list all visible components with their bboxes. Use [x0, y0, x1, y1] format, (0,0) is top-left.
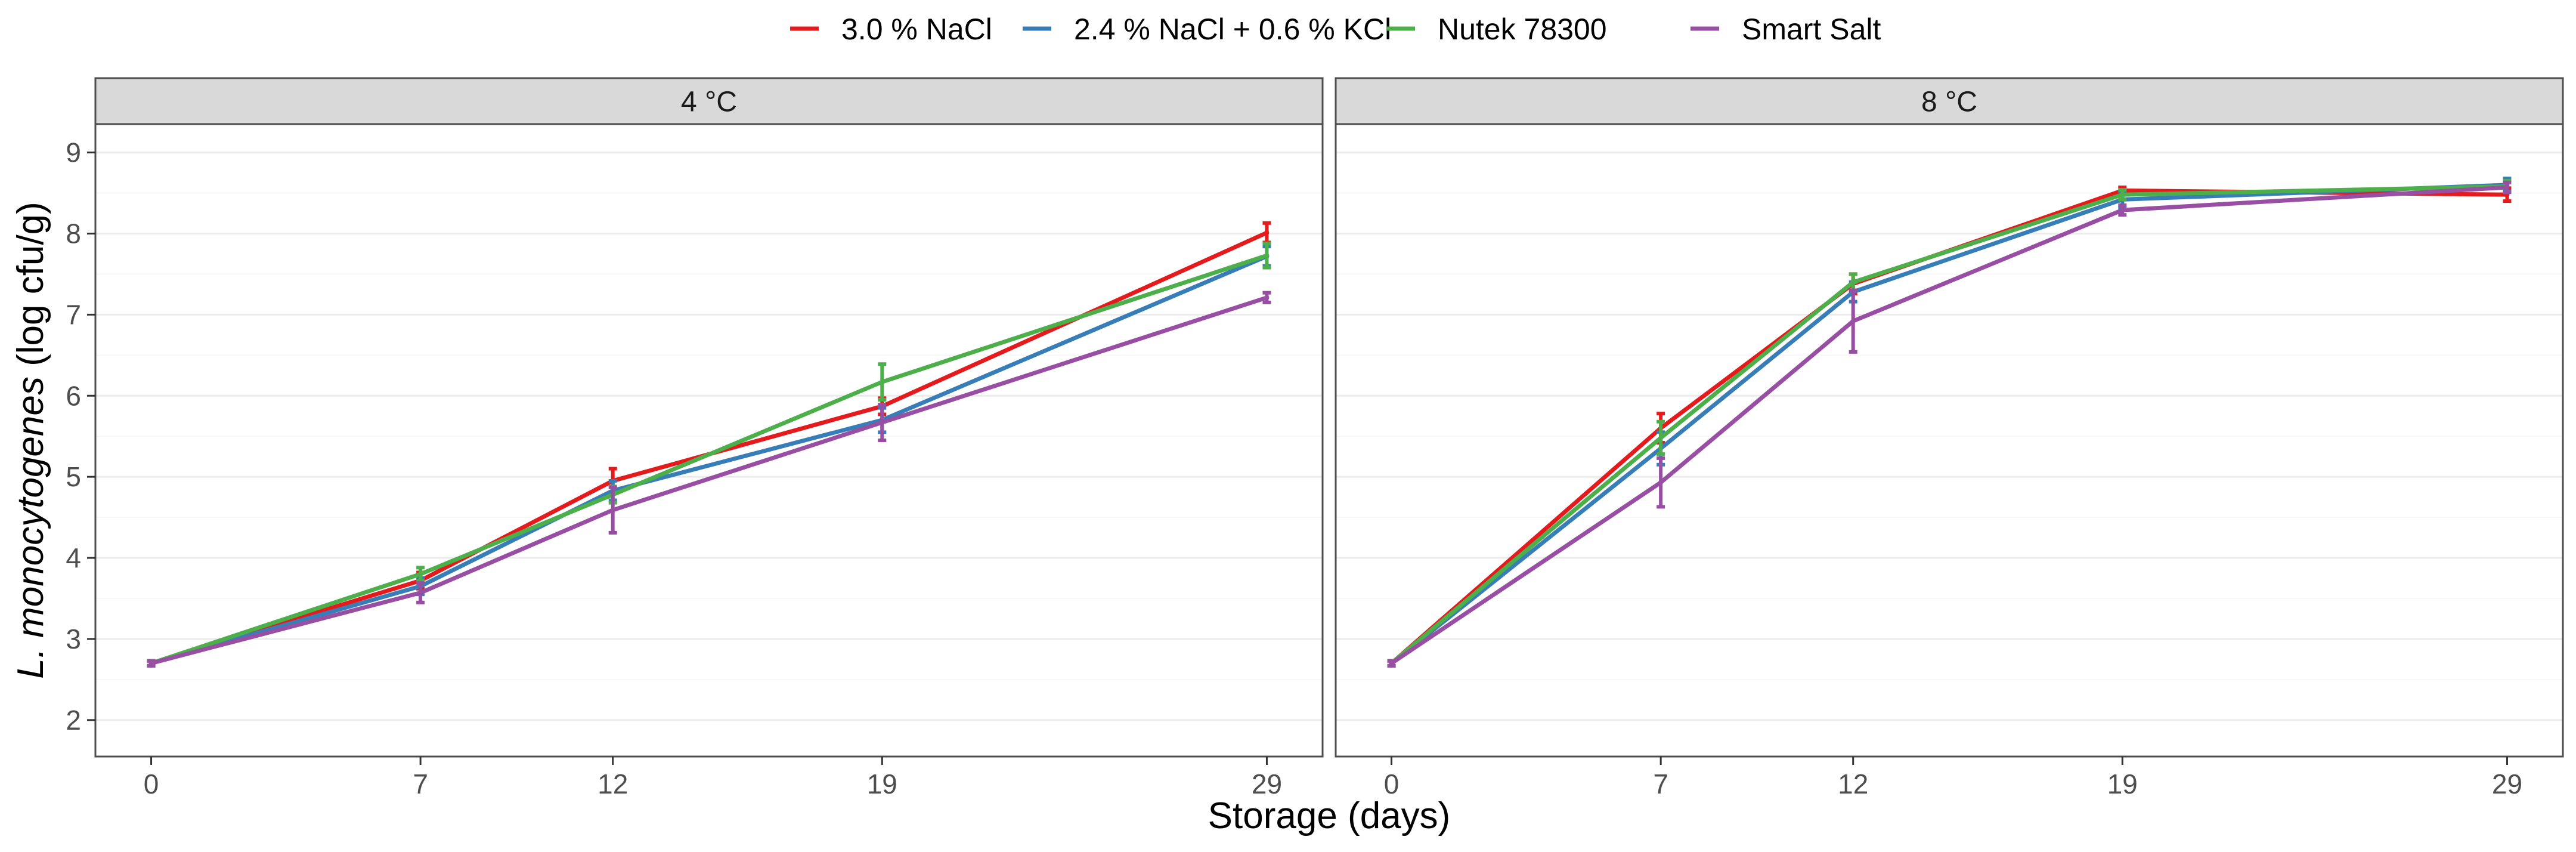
data-point: [880, 420, 885, 425]
data-point: [1850, 319, 1856, 324]
y-tick-label: 5: [66, 461, 81, 492]
legend-item: 2.4 % NaCl + 0.6 % KCl: [1023, 13, 1391, 46]
y-tick-label: 7: [66, 299, 81, 330]
data-point: [1658, 480, 1664, 485]
y-tick-label: 9: [66, 137, 81, 168]
panel-1: 4 °C 0 7 12 19 29 2 3 4 5 6 7 8 9: [66, 77, 1324, 799]
data-point: [1264, 295, 1270, 300]
y-tick-label: 3: [66, 623, 81, 655]
x-tick-label: 12: [597, 768, 628, 799]
panel-title: 8 °C: [1921, 87, 1977, 118]
x-tick-label: 29: [1252, 768, 1282, 799]
legend-label: Smart Salt: [1742, 13, 1881, 46]
panel-border: [94, 123, 1324, 758]
panel-2: 8 °C 0 7 12 19 29: [1335, 77, 2564, 799]
legend-item: 3.0 % NaCl: [790, 13, 992, 46]
x-tick-label: 0: [1384, 768, 1400, 799]
data-point: [1264, 230, 1270, 236]
data-point: [880, 379, 885, 385]
x-tick-label: 7: [413, 768, 428, 799]
plot-area: [95, 124, 1323, 757]
legend-label: 2.4 % NaCl + 0.6 % KCl: [1074, 13, 1391, 46]
data-point: [148, 660, 154, 666]
data-point: [1658, 435, 1664, 440]
x-tick-label: 7: [1653, 768, 1668, 799]
y-axis-title-units: (log cfu/g): [10, 202, 51, 376]
panel-title: 4 °C: [681, 87, 737, 118]
data-point: [610, 507, 615, 513]
panel-border: [1335, 123, 2564, 758]
y-tick-label: 6: [66, 380, 81, 411]
series-4: [147, 291, 1271, 668]
series-4: [1387, 180, 2512, 668]
series-3: [1387, 179, 2512, 668]
panel-strip: [94, 77, 1324, 125]
x-tick-label: 12: [1838, 768, 1868, 799]
data-point: [2504, 185, 2510, 190]
y-tick-label: 4: [66, 542, 81, 573]
legend: 3.0 % NaCl 2.4 % NaCl + 0.6 % KCl Nutek 78…: [790, 13, 1881, 46]
data-point: [418, 572, 423, 577]
x-axis-title: Storage (days): [1208, 795, 1451, 836]
y-tick-label: 8: [66, 218, 81, 249]
data-point: [1850, 280, 1856, 285]
y-axis-title-italic: L. monocytogenes: [10, 376, 51, 679]
plot-area: [1336, 124, 2563, 757]
x-tick-label: 29: [2492, 768, 2522, 799]
legend-label: 3.0 % NaCl: [841, 13, 992, 46]
legend-item: Nutek 78300: [1386, 13, 1607, 46]
x-tick-label: 19: [2107, 768, 2138, 799]
x-tick-label: 0: [144, 768, 159, 799]
data-point: [1389, 660, 1394, 666]
data-point: [2120, 208, 2125, 213]
data-point: [1264, 253, 1270, 258]
legend-label: Nutek 78300: [1438, 13, 1607, 46]
y-tick-label: 2: [66, 705, 81, 736]
y-axis-title: L. monocytogenes (log cfu/g): [10, 202, 51, 679]
data-point: [2120, 192, 2125, 197]
data-point: [418, 590, 423, 595]
x-tick-label: 19: [867, 768, 897, 799]
legend-item: Smart Salt: [1690, 13, 1881, 46]
